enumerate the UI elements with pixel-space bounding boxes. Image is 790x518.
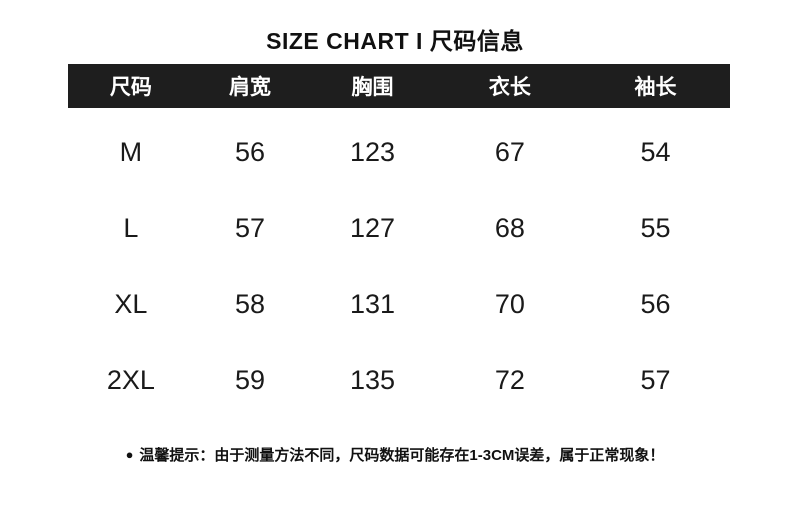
garment-length-cell: 70 <box>494 288 525 319</box>
header-garment-length: 衣长 <box>488 76 531 99</box>
size-chart-table: 尺码 肩宽 胸围 衣长 袖长 M 56 123 67 54 L 57 127 68 55 XL 58 1… <box>68 64 730 418</box>
header-size: 尺码 <box>109 76 152 99</box>
bullet-icon: ● <box>125 447 134 462</box>
shoulder-width-cell: 58 <box>235 288 266 319</box>
table-row: M 56 123 67 54 <box>68 114 730 190</box>
disclaimer-text: 温馨提示：由于测量方法不同，尺码数据可能存在1-3CM误差，属于正常现象！ <box>139 447 665 464</box>
garment-length-cell: 67 <box>494 136 525 167</box>
disclaimer-note: ● 温馨提示：由于测量方法不同，尺码数据可能存在1-3CM误差，属于正常现象！ <box>0 444 790 465</box>
bust-cell: 131 <box>349 288 396 319</box>
garment-length-cell: 68 <box>494 212 525 243</box>
table-row: 2XL 59 135 72 57 <box>68 342 730 418</box>
sleeve-length-cell: 55 <box>640 212 671 243</box>
size-cell: 2XL <box>106 364 155 395</box>
size-cell: L <box>123 212 139 243</box>
size-cell: M <box>119 136 143 167</box>
header-shoulder-width: 肩宽 <box>229 76 272 99</box>
garment-length-cell: 72 <box>494 364 525 395</box>
sleeve-length-cell: 56 <box>640 288 671 319</box>
bust-cell: 135 <box>349 364 396 395</box>
page-title: SIZE CHART I 尺码信息 <box>266 28 524 54</box>
bust-cell: 123 <box>349 136 396 167</box>
table-body: M 56 123 67 54 L 57 127 68 55 XL 58 131 70 56 2XL 59 135 7… <box>68 114 730 418</box>
shoulder-width-cell: 56 <box>235 136 266 167</box>
table-row: L 57 127 68 55 <box>68 190 730 266</box>
table-header-row: 尺码 肩宽 胸围 衣长 袖长 <box>68 64 730 108</box>
header-bust: 胸围 <box>351 76 394 99</box>
header-sleeve-length: 袖长 <box>634 76 677 99</box>
sleeve-length-cell: 54 <box>640 136 671 167</box>
size-cell: XL <box>114 288 148 319</box>
table-row: XL 58 131 70 56 <box>68 266 730 342</box>
shoulder-width-cell: 57 <box>235 212 266 243</box>
bust-cell: 127 <box>349 212 396 243</box>
shoulder-width-cell: 59 <box>235 364 266 395</box>
sleeve-length-cell: 57 <box>640 364 671 395</box>
